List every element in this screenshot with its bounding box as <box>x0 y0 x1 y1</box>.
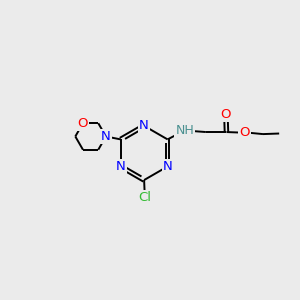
Text: O: O <box>220 108 231 121</box>
Text: NH: NH <box>175 124 194 137</box>
Text: N: N <box>101 130 111 143</box>
Text: N: N <box>163 160 172 173</box>
Text: O: O <box>78 117 88 130</box>
Text: O: O <box>239 126 250 139</box>
Text: Cl: Cl <box>138 190 151 204</box>
Text: N: N <box>139 119 149 132</box>
Text: N: N <box>116 160 125 173</box>
